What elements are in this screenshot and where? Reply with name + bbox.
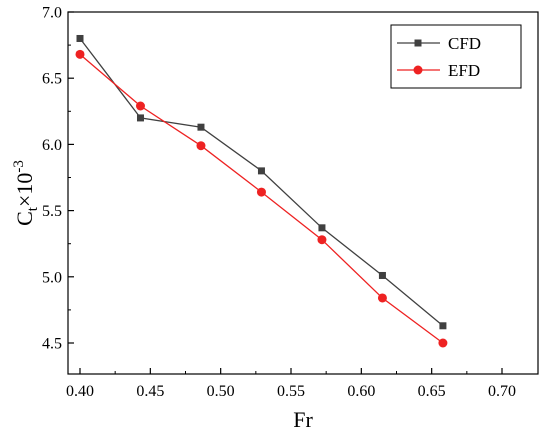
x-axis-title: Fr [293, 407, 313, 432]
data-point-efd [135, 101, 145, 111]
series-line-cfd [79, 38, 444, 327]
y-tick-label: 6.0 [42, 137, 62, 154]
y-axis: 4.5 5.0 5.5 6.0 6.5 7.0 [42, 5, 74, 353]
x-tick-label: 0.45 [136, 383, 164, 400]
data-point-efd [75, 49, 85, 59]
data-point-cfd [318, 224, 326, 232]
data-point-cfd [378, 271, 386, 279]
data-point-cfd [257, 167, 265, 175]
y-tick-label: 7.0 [42, 5, 62, 22]
x-tick-label: 0.60 [347, 383, 375, 400]
data-point-efd [317, 235, 327, 245]
y-tick-label: 6.5 [42, 71, 62, 88]
x-tick-label: 0.55 [277, 383, 305, 400]
legend-box [390, 24, 522, 89]
series-layer [75, 34, 448, 348]
data-point-cfd [76, 34, 84, 42]
legend-label-efd: EFD [448, 61, 480, 80]
x-tick-label: 0.50 [207, 383, 235, 400]
y-tick-label: 5.5 [42, 203, 62, 220]
data-point-cfd [136, 114, 144, 122]
data-point-efd [377, 293, 387, 303]
series-line-efd [79, 53, 444, 344]
legend-marker-cfd [414, 39, 422, 47]
data-point-efd [438, 338, 448, 348]
x-axis: 0.40 0.45 0.50 0.55 0.60 0.65 0.70 [66, 368, 516, 400]
y-tick-label: 5.0 [42, 269, 62, 286]
legend: CFD EFD [390, 24, 522, 89]
data-point-efd [256, 187, 266, 197]
data-point-cfd [439, 322, 447, 330]
plot-frame [67, 11, 539, 375]
y-axis-title: Ct×10-3 [11, 160, 41, 226]
x-tick-label: 0.70 [488, 383, 516, 400]
x-tick-label: 0.65 [418, 383, 446, 400]
data-point-efd [196, 141, 206, 151]
legend-label-cfd: CFD [448, 34, 481, 53]
legend-marker-efd [413, 65, 423, 75]
x-tick-label: 0.40 [66, 383, 94, 400]
y-tick-label: 4.5 [42, 336, 62, 353]
data-point-cfd [197, 123, 205, 131]
